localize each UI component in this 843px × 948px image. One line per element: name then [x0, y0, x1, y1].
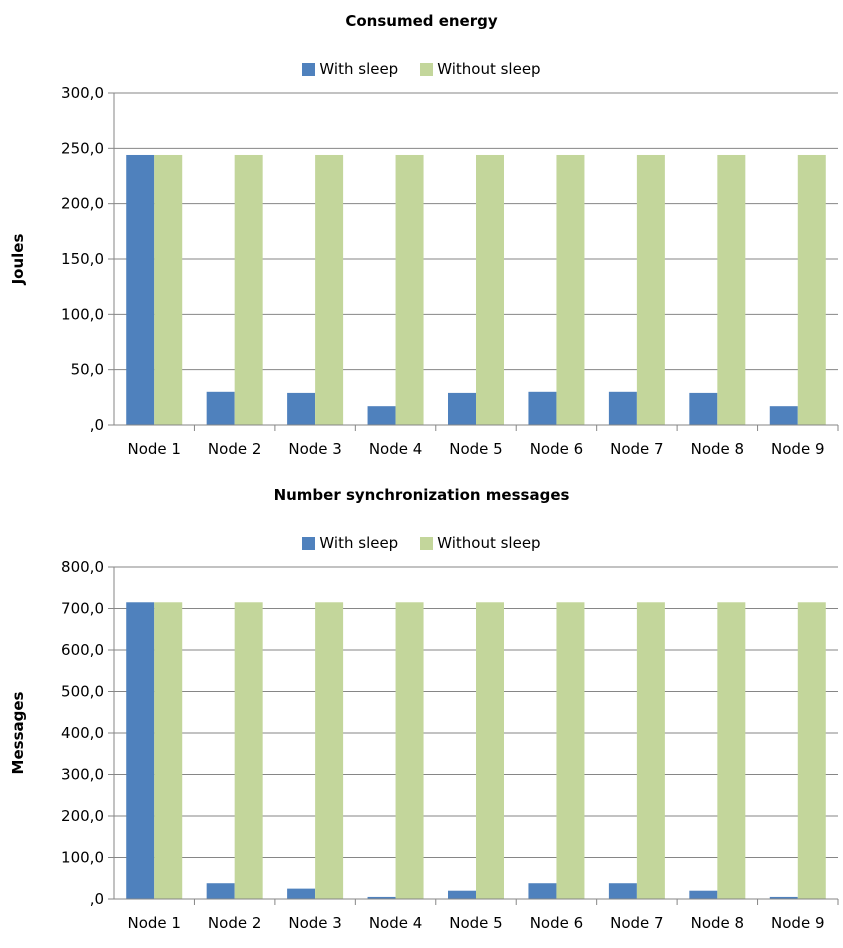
legend-swatch-with-sleep: [302, 62, 316, 76]
x-category-label: Node 2: [208, 440, 261, 458]
y-tick-label: 250,0: [61, 139, 104, 157]
y-tick-label: 50,0: [71, 361, 104, 379]
y-tick-label: 700,0: [61, 600, 104, 618]
x-category-label: Node 5: [449, 914, 502, 932]
y-tick-label: 800,0: [61, 558, 104, 576]
x-category-label: Node 4: [369, 914, 422, 932]
chart-title: Number synchronization messages: [273, 486, 570, 504]
bar-with-sleep: [367, 406, 396, 425]
bar-with-sleep: [689, 890, 718, 899]
bar-without-sleep: [395, 154, 424, 425]
y-tick-label: 100,0: [61, 305, 104, 323]
bar-without-sleep: [154, 602, 183, 899]
bar-with-sleep: [769, 406, 798, 425]
bar-with-sleep: [126, 602, 155, 899]
y-tick-label: 150,0: [61, 250, 104, 268]
bar-with-sleep: [206, 391, 235, 425]
y-tick-label: 300,0: [61, 766, 104, 784]
bar-with-sleep: [448, 890, 476, 899]
y-tick-label: 200,0: [61, 807, 104, 825]
bar-with-sleep: [608, 883, 637, 899]
consumed-energy-chart: Consumed energy With sleep Without sleep…: [0, 12, 843, 458]
bar-without-sleep: [636, 154, 665, 425]
chart-legend: With sleep Without sleep: [0, 60, 843, 78]
bar-with-sleep: [126, 154, 155, 425]
bar-without-sleep: [556, 602, 585, 899]
bar-with-sleep: [689, 392, 718, 425]
bar-with-sleep: [206, 883, 235, 899]
legend-item-with-sleep: With sleep: [302, 534, 398, 552]
y-tick-label: 500,0: [61, 683, 104, 701]
chart-legend: With sleep Without sleep: [0, 534, 843, 552]
bar-without-sleep: [395, 602, 424, 899]
bar-with-sleep: [608, 391, 637, 425]
x-category-label: Node 4: [369, 440, 422, 458]
bar-with-sleep: [528, 391, 557, 425]
x-category-label: Node 7: [610, 914, 663, 932]
legend-item-without-sleep: Without sleep: [420, 60, 541, 78]
x-category-label: Node 8: [691, 440, 744, 458]
bar-without-sleep: [476, 154, 504, 425]
bar-without-sleep: [154, 154, 183, 425]
bar-without-sleep: [717, 154, 746, 425]
bar-without-sleep: [797, 154, 826, 425]
y-tick-label: 400,0: [61, 724, 104, 742]
y-tick-label: 100,0: [61, 849, 104, 867]
bar-with-sleep: [287, 392, 316, 425]
bar-without-sleep: [476, 602, 504, 899]
y-tick-label: 200,0: [61, 195, 104, 213]
x-category-label: Node 1: [127, 440, 180, 458]
x-category-label: Node 2: [208, 914, 261, 932]
y-axis-title: Messages: [9, 691, 27, 774]
bar-without-sleep: [797, 602, 826, 899]
legend-label-with-sleep: With sleep: [319, 534, 399, 552]
bar-without-sleep: [717, 602, 746, 899]
bar-without-sleep: [556, 154, 585, 425]
y-tick-label: ,0: [90, 890, 104, 908]
bar-without-sleep: [234, 154, 263, 425]
legend-swatch-with-sleep: [302, 536, 316, 550]
x-category-label: Node 3: [288, 914, 341, 932]
x-category-label: Node 6: [530, 914, 583, 932]
chart-plot: ,0 50,0 100,0 150,0 200,0 250,0 300,0 Node 1 Nod…: [9, 84, 839, 458]
legend-label-with-sleep: With sleep: [319, 60, 399, 78]
bar-with-sleep: [769, 896, 798, 899]
chart-title: Consumed energy: [345, 12, 498, 30]
legend-item-without-sleep: Without sleep: [420, 534, 541, 552]
bar-with-sleep: [367, 896, 396, 899]
x-category-label: Node 8: [691, 914, 744, 932]
x-category-label: Node 6: [530, 440, 583, 458]
bar-with-sleep: [287, 888, 316, 899]
legend-label-without-sleep: Without sleep: [437, 60, 541, 78]
x-category-label: Node 9: [771, 440, 824, 458]
x-category-label: Node 3: [288, 440, 341, 458]
bar-with-sleep: [528, 883, 557, 899]
legend-label-without-sleep: Without sleep: [437, 534, 541, 552]
bar-without-sleep: [315, 154, 344, 425]
bar-without-sleep: [636, 602, 665, 899]
chart-plot: ,0 100,0 200,0 300,0 400,0 500,0 600,0 700,0 800…: [9, 558, 839, 932]
legend-item-with-sleep: With sleep: [302, 60, 398, 78]
y-tick-label: ,0: [90, 416, 104, 434]
legend-swatch-without-sleep: [420, 536, 434, 550]
bar-with-sleep: [448, 392, 476, 425]
x-category-label: Node 5: [449, 440, 502, 458]
bar-without-sleep: [234, 602, 263, 899]
x-category-label: Node 9: [771, 914, 824, 932]
y-tick-label: 300,0: [61, 84, 104, 102]
x-category-label: Node 7: [610, 440, 663, 458]
synchronization-messages-chart: Number synchronization messages With sle…: [0, 474, 843, 948]
y-axis-title: Joules: [9, 234, 27, 286]
y-tick-label: 600,0: [61, 641, 104, 659]
legend-swatch-without-sleep: [420, 62, 434, 76]
bar-without-sleep: [315, 602, 344, 899]
x-category-label: Node 1: [127, 914, 180, 932]
